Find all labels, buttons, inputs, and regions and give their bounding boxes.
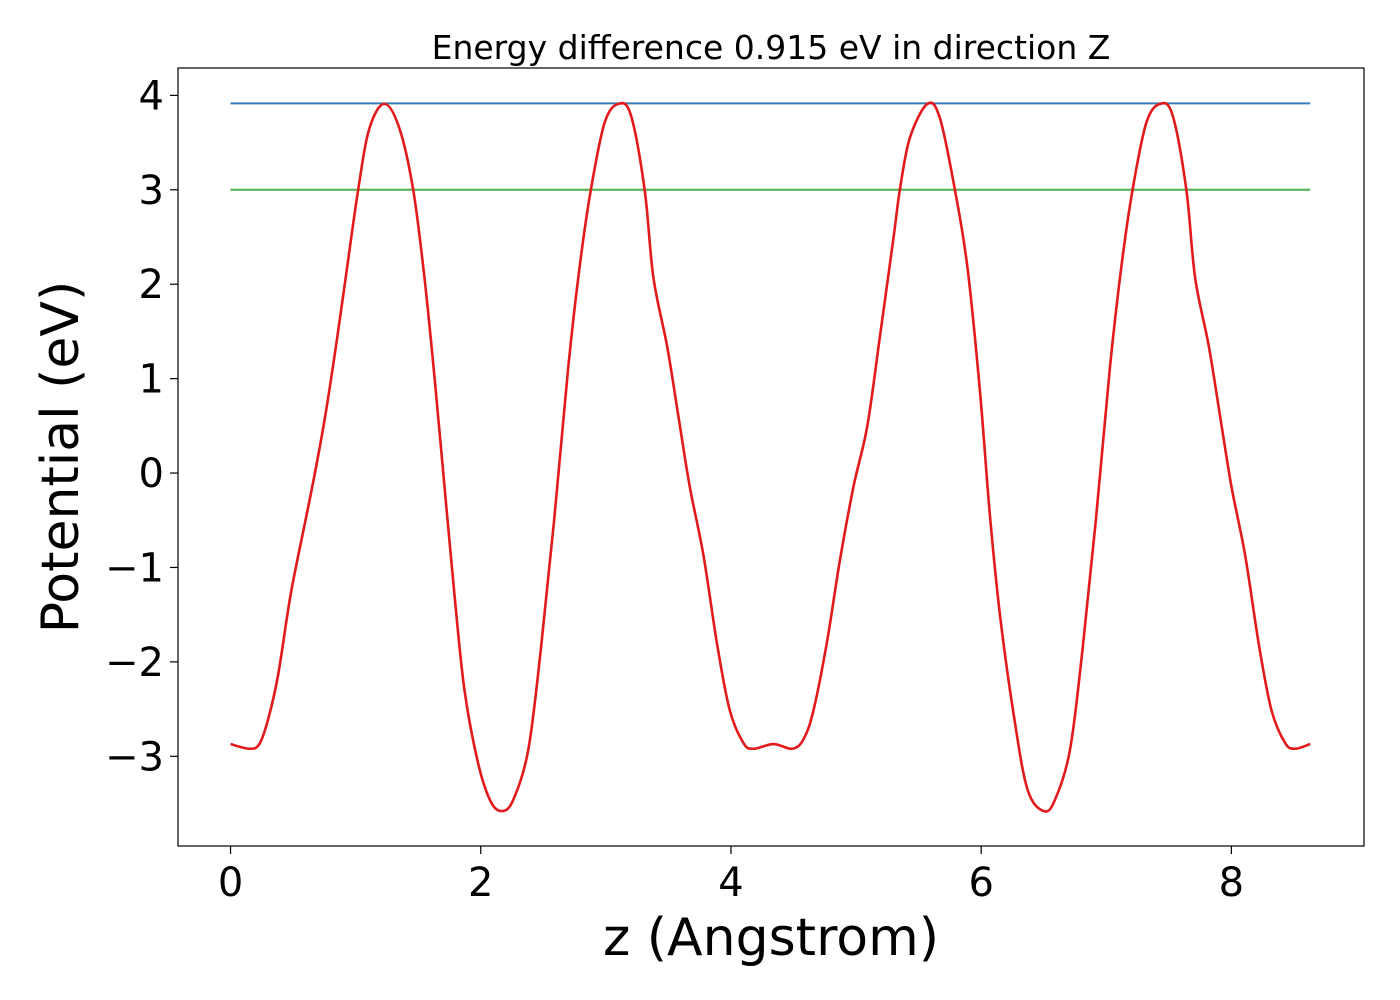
y-tick-label: −2 xyxy=(105,640,164,686)
y-axis-label: Potential (eV) xyxy=(31,281,91,633)
y-axis: −3 −2 −1 0 1 2 3 4 xyxy=(105,73,178,780)
y-tick-label: 2 xyxy=(139,262,164,308)
x-tick-label: 0 xyxy=(218,860,243,906)
x-tick-label: 2 xyxy=(468,860,493,906)
potential-line xyxy=(230,101,1311,813)
y-tick-label: 3 xyxy=(139,168,164,214)
x-axis-label: z (Angstrom) xyxy=(603,908,939,968)
x-axis: 0 2 4 6 8 xyxy=(218,846,1244,906)
y-tick-label: 4 xyxy=(139,73,164,119)
axes-frame xyxy=(177,67,1365,847)
y-tick-label: −3 xyxy=(105,734,164,780)
x-tick-label: 4 xyxy=(718,860,743,906)
y-tick-label: 1 xyxy=(139,357,164,403)
y-tick-label: 0 xyxy=(139,451,164,497)
x-tick-label: 6 xyxy=(968,860,993,906)
y-tick-label: −1 xyxy=(105,545,164,591)
chart-title: Energy difference 0.915 eV in direction … xyxy=(432,28,1111,67)
x-tick-label: 8 xyxy=(1219,860,1244,906)
plot-area xyxy=(230,101,1311,813)
